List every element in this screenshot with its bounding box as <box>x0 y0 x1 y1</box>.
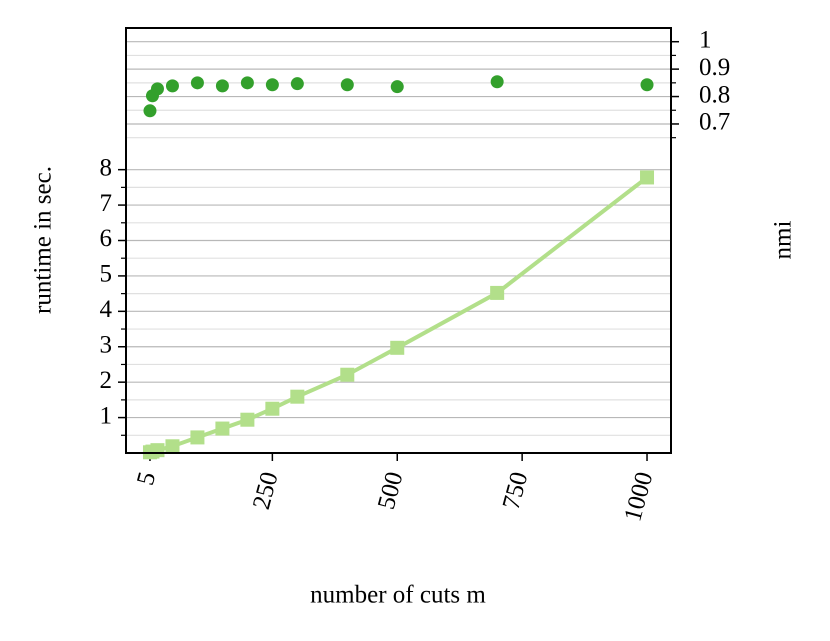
y-tick-label: 5 <box>100 261 113 288</box>
plot-frame <box>125 27 672 454</box>
dot <box>240 76 254 90</box>
y2-tick-label: 0.8 <box>699 81 730 108</box>
square-marker <box>190 430 205 445</box>
y-tick-label: 3 <box>100 331 113 358</box>
square-marker <box>640 170 655 185</box>
y2-tick-label: 0.9 <box>699 54 730 81</box>
x-axis-label: number of cuts m <box>310 582 486 609</box>
y-axis-label: runtime in sec. <box>30 166 57 314</box>
y-tick-label: 6 <box>100 225 113 252</box>
dot <box>165 79 179 93</box>
x-tick-label: 750 <box>498 469 534 512</box>
square-marker <box>390 340 405 355</box>
y-tick-label: 2 <box>100 367 113 394</box>
dot <box>265 78 279 92</box>
y-tick-label: 7 <box>100 190 113 217</box>
square-marker <box>490 285 505 300</box>
dot <box>290 77 304 91</box>
square-marker <box>290 389 305 404</box>
series-line <box>149 175 649 455</box>
dot <box>215 79 229 93</box>
square-marker <box>340 367 355 382</box>
square-marker <box>150 443 165 458</box>
dot <box>190 76 204 90</box>
dot <box>490 75 504 89</box>
y2-tick-label: 1 <box>699 26 712 53</box>
x-tick-label: 1000 <box>619 469 658 524</box>
x-tick-label: 500 <box>373 469 409 512</box>
square-marker <box>165 439 180 454</box>
square-marker <box>215 421 230 436</box>
dot <box>143 104 157 118</box>
x-tick-label: 5 <box>132 469 161 488</box>
dot <box>640 78 654 92</box>
y2-tick-label: 0.7 <box>699 109 730 136</box>
y-tick-label: 8 <box>100 154 113 181</box>
dot <box>150 82 164 96</box>
square-marker <box>240 412 255 427</box>
x-tick-label: 250 <box>248 469 284 512</box>
y-tick-label: 1 <box>100 402 113 429</box>
square-marker <box>265 401 280 416</box>
y2-axis-label: nmi <box>770 221 797 260</box>
dot <box>390 80 404 94</box>
dot <box>340 78 354 92</box>
y-tick-label: 4 <box>100 296 113 323</box>
